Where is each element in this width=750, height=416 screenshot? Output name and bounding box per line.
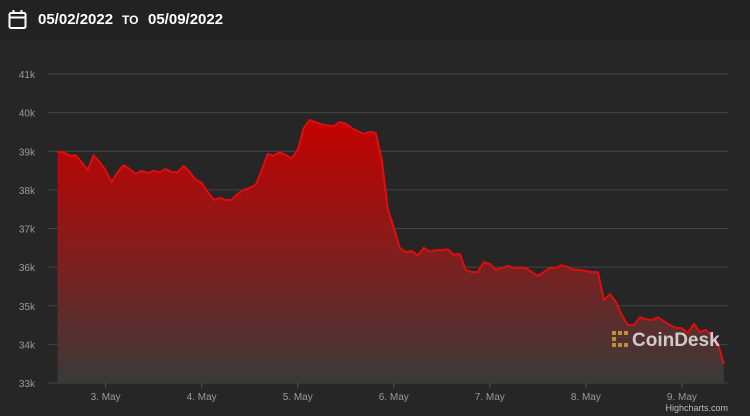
y-tick-label: 33k — [19, 379, 36, 390]
watermark: CoinDesk — [632, 330, 720, 351]
x-tick-label: 8. May — [571, 392, 601, 403]
x-tick-label: 6. May — [379, 392, 409, 403]
from-date[interactable]: 05/02/2022 — [38, 11, 114, 28]
chart: 33k 34k 35k 36k 37k 38k 39k 40k 41k 3. May 4. May 5… — [19, 70, 728, 413]
x-tick-label: 7. May — [475, 392, 505, 403]
y-tick-label: 37k — [19, 225, 36, 236]
price-line — [57, 119, 725, 365]
x-tick-label: 9. May — [667, 392, 697, 403]
y-tick-label: 34k — [19, 340, 36, 351]
logo-square — [618, 343, 622, 347]
x-tick-label: 5. May — [283, 392, 313, 403]
area-fill — [57, 120, 724, 383]
logo-square — [618, 331, 622, 335]
logo-square — [612, 337, 616, 341]
y-tick-label: 39k — [19, 147, 36, 158]
logo-square — [624, 343, 628, 347]
y-tick-label: 36k — [19, 263, 36, 274]
x-tick-label: 4. May — [187, 392, 217, 403]
to-label: TO — [122, 13, 139, 27]
logo-square — [612, 343, 616, 347]
to-date[interactable]: 05/09/2022 — [148, 11, 224, 28]
y-tick-label: 40k — [19, 109, 36, 120]
logo-square — [624, 331, 628, 335]
y-tick-label: 41k — [19, 70, 36, 81]
x-tick-label: 3. May — [91, 392, 121, 403]
calendar-icon[interactable] — [8, 9, 28, 31]
logo-square — [612, 331, 616, 335]
credits: Highcharts.com — [665, 403, 728, 413]
y-tick-label: 38k — [19, 186, 36, 197]
y-tick-label: 35k — [19, 302, 36, 313]
date-range-bar: 05/02/2022 TO 05/09/2022 — [0, 0, 750, 40]
watermark-logo — [612, 331, 628, 347]
